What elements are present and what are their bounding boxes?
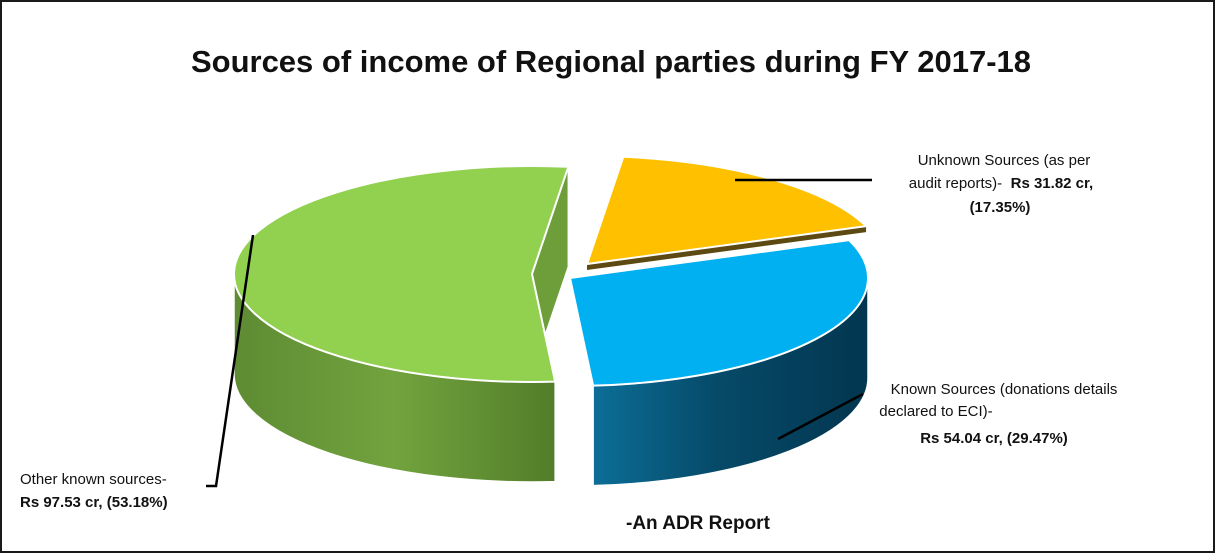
slice-other-known-sources [233, 165, 570, 483]
label-known-line1: Known Sources (donations details [891, 381, 1118, 398]
label-unknown-line1: Unknown Sources (as per [918, 152, 1091, 169]
label-unknown-percent: (17.35%) [970, 199, 1031, 216]
chart-title: Sources of income of Regional parties du… [191, 44, 1031, 79]
leader-line-known [777, 392, 864, 441]
slice-unknown-sources-cut-face [587, 226, 867, 270]
label-unknown-line2: audit reports)- Rs 31.82 cr, [909, 175, 1093, 192]
slice-other-known-sources-top [233, 165, 570, 383]
label-other-amount: Rs 97.53 cr, (53.18%) [20, 494, 168, 511]
label-known-line2: declared to ECI)- [879, 403, 992, 420]
slice-known-sources [568, 239, 869, 487]
slice-known-sources-top [568, 239, 869, 387]
leader-line-other [206, 234, 255, 488]
report-note: -An ADR Report [626, 513, 771, 534]
label-other-line1: Other known sources- [20, 471, 167, 488]
label-known-amount: Rs 54.04 cr, (29.47%) [920, 430, 1068, 447]
